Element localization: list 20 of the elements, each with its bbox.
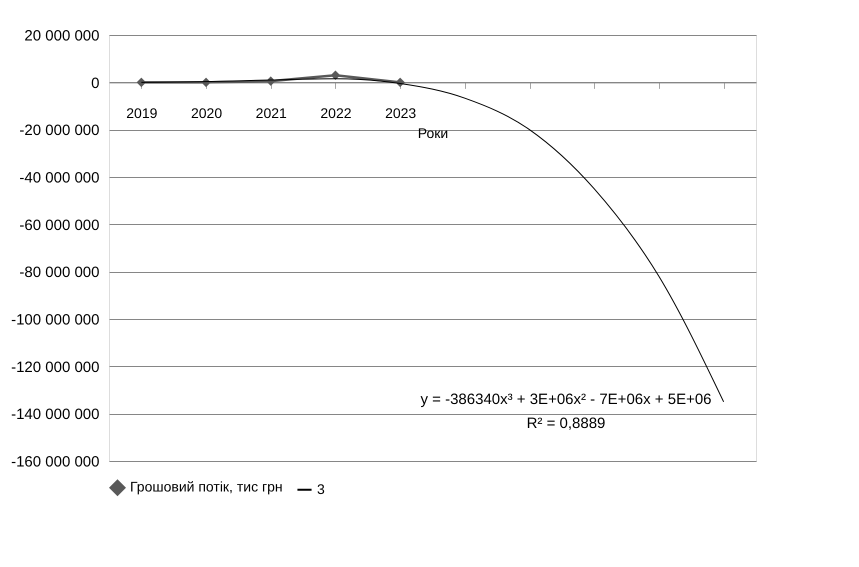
legend-label: Грошовий потік, тис грн (130, 478, 283, 495)
y-tick-label: -160 000 000 (11, 454, 100, 470)
x-tick-label: 2023 (385, 104, 416, 121)
y-tick-label: -20 000 000 (19, 122, 100, 140)
x-axis-title: Роки (418, 124, 448, 141)
y-tick-label: 0 (91, 74, 100, 92)
annotation: y = -386340x³ + 3E+06x² - 7E+06x + 5E+06 (420, 391, 712, 408)
y-tick-label: -140 000 000 (11, 406, 100, 424)
y-tick-label: 20 000 000 (24, 28, 100, 44)
x-tick-label: 2020 (190, 104, 222, 121)
y-tick-label: -120 000 000 (11, 358, 100, 376)
x-tick-label: 2022 (320, 104, 352, 121)
y-tick-label: -60 000 000 (19, 216, 100, 234)
y-tick-label: -40 000 000 (19, 170, 100, 186)
y-tick-label: -80 000 000 (19, 264, 100, 282)
annotation: R² = 0,8889 (526, 415, 606, 432)
x-tick-label: 2021 (256, 104, 288, 121)
y-tick-label: -100 000 000 (11, 312, 100, 328)
x-tick-label: 2019 (126, 104, 158, 121)
legend-label: 3 (317, 480, 325, 497)
